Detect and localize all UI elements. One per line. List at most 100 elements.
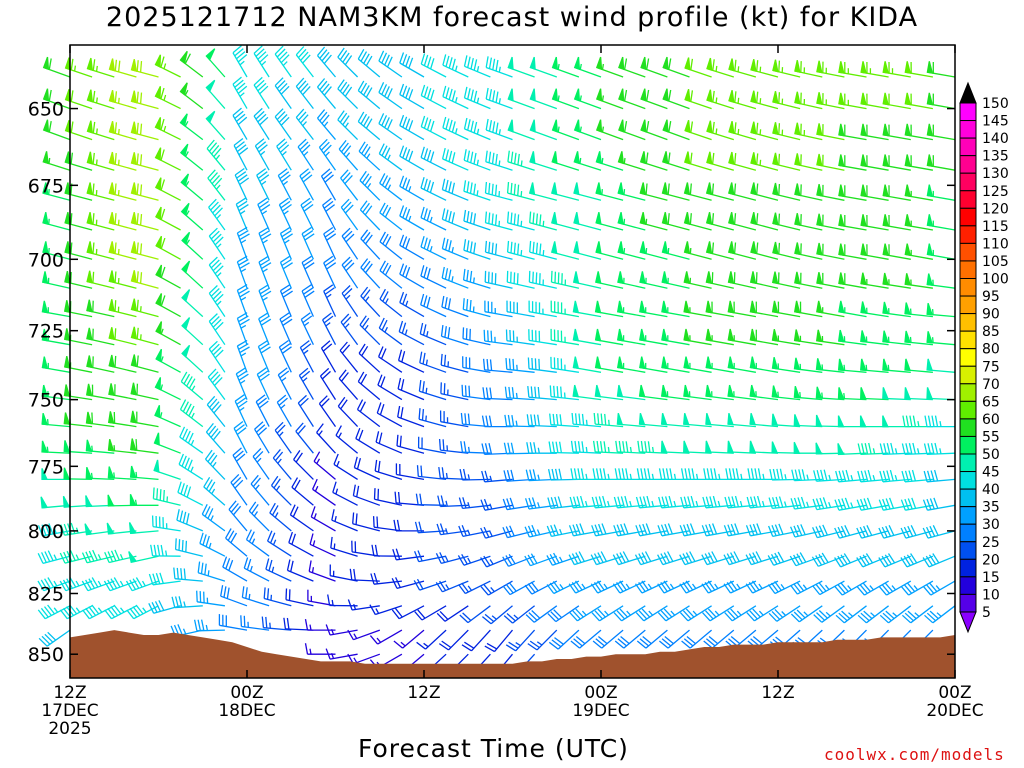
wind-barb bbox=[834, 580, 867, 596]
wind-barb bbox=[288, 531, 314, 557]
wind-barb bbox=[310, 506, 336, 532]
wind-barb bbox=[460, 412, 491, 428]
wind-barb bbox=[108, 270, 137, 289]
wind-barb bbox=[258, 312, 272, 345]
wind-barb bbox=[882, 301, 911, 318]
wind-barb bbox=[439, 410, 469, 428]
wind-barb bbox=[481, 470, 513, 483]
colorbar-swatch bbox=[959, 102, 977, 122]
wind-barb bbox=[218, 614, 248, 631]
wind-barb bbox=[882, 243, 911, 260]
wind-barb bbox=[705, 384, 734, 401]
wind-barb bbox=[506, 181, 535, 201]
wind-barb bbox=[155, 235, 181, 260]
wind-barb bbox=[771, 413, 801, 428]
wind-barb bbox=[595, 151, 624, 171]
wind-barb bbox=[815, 386, 845, 401]
wind-barb bbox=[505, 329, 535, 346]
wind-barb bbox=[835, 605, 867, 624]
wind-barb bbox=[772, 182, 801, 201]
wind-barb bbox=[657, 605, 690, 622]
x-tick-label: 12Z bbox=[407, 683, 440, 703]
wind-barb bbox=[234, 394, 248, 427]
wind-barb bbox=[569, 495, 602, 509]
colorbar-bottom-arrow bbox=[959, 611, 977, 634]
wind-barb bbox=[86, 182, 115, 201]
wind-barb bbox=[152, 487, 181, 506]
colorbar-label: 85 bbox=[982, 324, 1000, 340]
wind-barb bbox=[399, 291, 425, 318]
wind-barb bbox=[300, 197, 314, 231]
wind-barb bbox=[573, 151, 602, 171]
wind-barb bbox=[878, 580, 912, 596]
colorbar-swatch bbox=[959, 348, 977, 367]
wind-barb bbox=[504, 414, 535, 428]
wind-barb bbox=[750, 59, 779, 78]
wind-barb bbox=[148, 600, 181, 614]
wind-barb bbox=[901, 442, 933, 456]
colorbar-label: 65 bbox=[982, 394, 1000, 410]
wind-barb bbox=[41, 384, 71, 401]
wind-barb bbox=[529, 119, 558, 141]
wind-barb bbox=[662, 119, 690, 141]
wind-barb bbox=[379, 202, 403, 231]
wind-barb bbox=[502, 580, 535, 596]
wind-barb bbox=[338, 139, 359, 171]
wind-barb bbox=[420, 177, 447, 201]
wind-barb bbox=[772, 122, 801, 141]
wind-barb bbox=[551, 212, 580, 231]
y-tick-label: 800 bbox=[28, 521, 64, 543]
wind-barb bbox=[549, 385, 579, 401]
wind-barb bbox=[359, 200, 381, 231]
wind-barb bbox=[457, 553, 491, 566]
wind-barb bbox=[41, 300, 71, 318]
y-tick-label: 750 bbox=[28, 390, 64, 412]
wind-barb bbox=[524, 524, 557, 538]
wind-barb bbox=[85, 466, 115, 481]
wind-barb bbox=[616, 300, 646, 318]
wind-barb bbox=[860, 272, 889, 289]
wind-barb bbox=[232, 107, 248, 140]
wind-barb bbox=[524, 580, 558, 595]
wind-barb bbox=[838, 92, 867, 110]
wind-barb bbox=[153, 432, 181, 454]
wind-barb bbox=[635, 605, 668, 622]
wind-barb bbox=[352, 484, 381, 506]
wind-barb bbox=[373, 488, 403, 506]
wind-barb bbox=[813, 469, 845, 482]
wind-barb bbox=[879, 442, 911, 456]
wind-barb bbox=[527, 629, 558, 651]
wind-barb bbox=[638, 384, 668, 401]
wind-barb bbox=[816, 92, 845, 110]
wind-barb bbox=[108, 354, 137, 373]
wind-barb bbox=[524, 497, 557, 510]
wind-barb bbox=[573, 119, 602, 141]
wind-barb bbox=[816, 60, 845, 78]
wind-barb bbox=[860, 61, 889, 78]
wind-barb bbox=[683, 182, 712, 201]
colorbar-swatch bbox=[959, 383, 977, 402]
wind-barb bbox=[723, 580, 757, 594]
wind-barb bbox=[482, 358, 513, 373]
wind-barb bbox=[637, 440, 668, 454]
wind-barb bbox=[595, 212, 624, 231]
wind-barb bbox=[724, 605, 757, 622]
wind-barb bbox=[154, 177, 181, 201]
wind-barb bbox=[81, 549, 115, 564]
wind-barb bbox=[705, 212, 734, 231]
wind-barb bbox=[617, 182, 646, 201]
wind-barb bbox=[341, 227, 359, 260]
wind-barb bbox=[551, 119, 580, 141]
wind-barb bbox=[904, 184, 934, 201]
wind-barb bbox=[301, 255, 315, 289]
wind-barb bbox=[484, 629, 513, 653]
wind-barb bbox=[484, 211, 513, 231]
wind-barb bbox=[206, 395, 226, 428]
wind-barb bbox=[253, 45, 270, 78]
wind-barb bbox=[347, 599, 380, 611]
colorbar-label: 45 bbox=[982, 465, 1000, 481]
wind-barb bbox=[337, 110, 359, 141]
wind-barb bbox=[926, 123, 956, 141]
colorbar-swatch bbox=[959, 558, 977, 578]
wind-barb bbox=[252, 448, 270, 480]
